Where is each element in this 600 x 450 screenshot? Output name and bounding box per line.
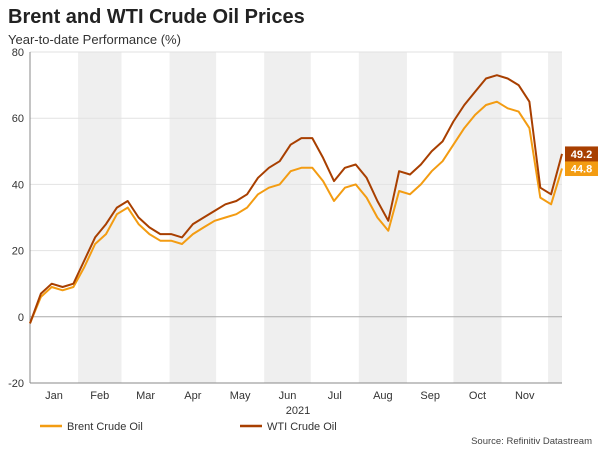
gridlines bbox=[29, 51, 562, 384]
x-tick-label: Sep bbox=[420, 390, 440, 402]
x-tick-label: Jul bbox=[328, 390, 342, 402]
legend-label: WTI Crude Oil bbox=[267, 421, 337, 433]
month-band bbox=[453, 52, 502, 383]
x-tick-label: May bbox=[230, 390, 251, 402]
x-tick-label: Mar bbox=[136, 390, 155, 402]
x-axis: Jan Feb Mar Apr May Jun Jul Aug Sep Oct Nov bbox=[45, 390, 535, 402]
month-bands bbox=[78, 52, 562, 383]
month-band bbox=[169, 52, 217, 383]
plot-lines bbox=[29, 74, 563, 324]
x-tick-label: Jan bbox=[45, 390, 63, 402]
end-label-box bbox=[565, 146, 598, 162]
x-tick-label: Feb bbox=[90, 390, 109, 402]
x-axis-label: 2021 bbox=[286, 405, 310, 417]
x-tick-label: Jun bbox=[279, 390, 297, 402]
y-axis: -20 0 20 40 60 80 bbox=[8, 47, 24, 390]
series-line bbox=[29, 100, 563, 324]
y-tick-label: 20 bbox=[12, 246, 24, 258]
y-tick-label: 40 bbox=[12, 179, 24, 191]
x-tick-label: Nov bbox=[515, 390, 535, 402]
legend: Brent Crude Oil WTI Crude Oil bbox=[40, 421, 337, 433]
end-label-text: 44.8 bbox=[571, 164, 592, 176]
end-label-text: 49.2 bbox=[571, 149, 592, 161]
x-tick-label: Oct bbox=[469, 390, 486, 402]
y-tick-label: 0 bbox=[18, 312, 24, 324]
y-tick-label: 80 bbox=[12, 47, 24, 59]
month-band bbox=[548, 52, 562, 383]
chart-subtitle: Year-to-date Performance (%) bbox=[8, 32, 181, 47]
end-label-box bbox=[565, 161, 598, 177]
end-labels: 44.8 49.2 bbox=[565, 146, 598, 177]
month-band bbox=[264, 52, 311, 383]
chart-title: Brent and WTI Crude Oil Prices bbox=[8, 6, 305, 28]
y-tick-label: -20 bbox=[8, 378, 24, 390]
x-tick-label: Apr bbox=[184, 390, 201, 402]
series-line bbox=[29, 74, 563, 324]
x-tick-label: Aug bbox=[373, 390, 393, 402]
source-note: Source: Refinitiv Datastream bbox=[471, 436, 592, 447]
month-band bbox=[358, 52, 407, 383]
legend-label: Brent Crude Oil bbox=[67, 421, 143, 433]
y-tick-label: 60 bbox=[12, 113, 24, 125]
